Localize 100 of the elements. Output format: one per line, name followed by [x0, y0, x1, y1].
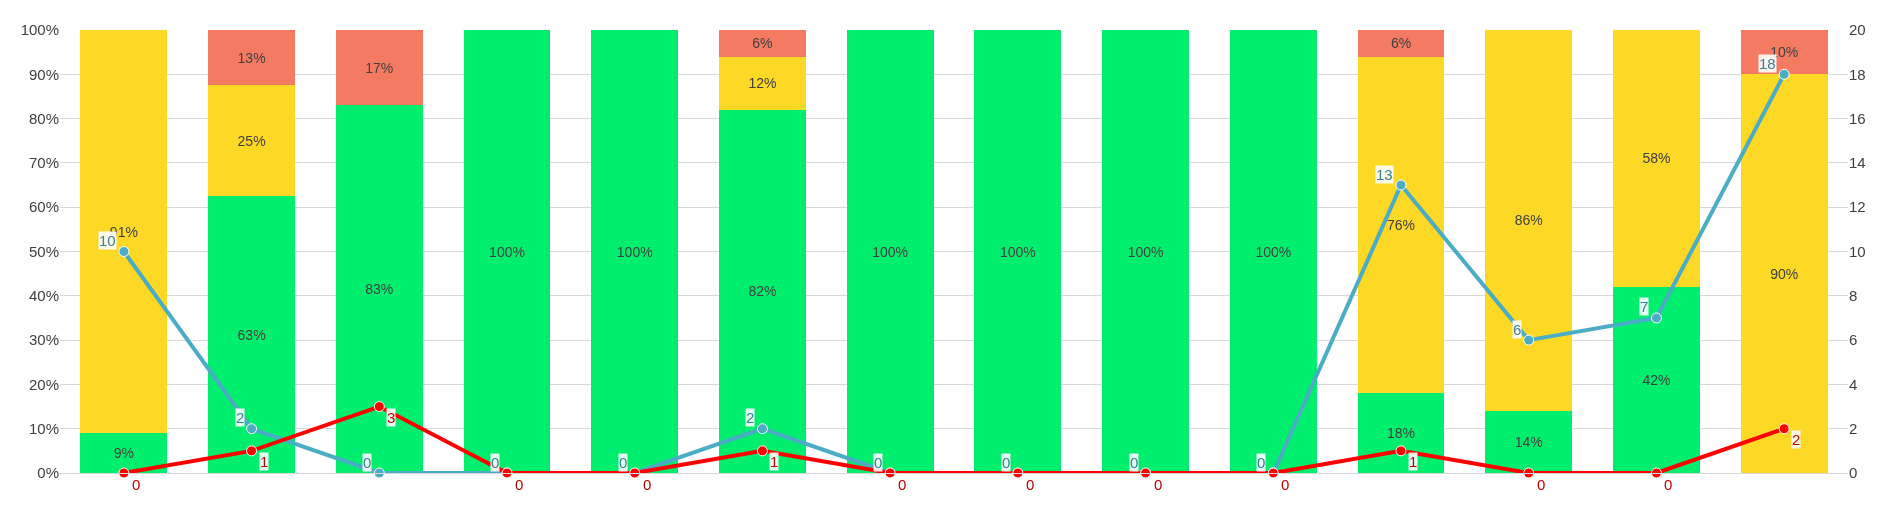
bar — [1485, 30, 1573, 411]
data-label: 7 — [1640, 298, 1649, 315]
bar — [1613, 286, 1700, 473]
data-label: 58% — [1642, 150, 1671, 167]
y2-tick-label: 2 — [1849, 419, 1858, 437]
bar — [1102, 30, 1189, 473]
y2-tick-label: 16 — [1849, 109, 1866, 127]
data-label: 0 — [874, 454, 883, 471]
data-label: 1 — [1409, 453, 1418, 470]
bar — [591, 30, 679, 473]
bar — [463, 30, 551, 473]
data-label: 0 — [1130, 454, 1139, 471]
data-label: 83% — [365, 281, 394, 298]
data-label: 6% — [1390, 35, 1412, 52]
bar — [719, 56, 806, 110]
point — [1395, 179, 1407, 191]
point — [1650, 467, 1662, 479]
bar — [335, 30, 423, 106]
data-label: 0 — [898, 476, 907, 493]
y-tick-label: 60% — [28, 198, 59, 216]
data-label: 2 — [746, 409, 755, 426]
y-tick-label: 30% — [28, 331, 59, 349]
bar — [846, 30, 934, 473]
bar — [208, 196, 295, 473]
data-label: 6 — [1513, 321, 1522, 338]
data-label: 90% — [1770, 265, 1799, 282]
y-tick-label: 50% — [28, 242, 59, 260]
y-tick-label: 70% — [28, 154, 59, 172]
data-label: 0 — [363, 454, 372, 471]
point — [1523, 467, 1535, 479]
data-label: 63% — [237, 326, 266, 343]
data-label: 42% — [1642, 371, 1671, 388]
y-tick-label: 80% — [28, 109, 59, 127]
data-label: 0 — [1026, 476, 1035, 493]
bar — [1229, 30, 1317, 473]
bar — [80, 30, 168, 434]
bar — [1613, 30, 1700, 287]
point — [1395, 445, 1407, 457]
data-label: 12% — [748, 75, 777, 92]
point — [1778, 423, 1790, 435]
bar — [719, 109, 806, 473]
data-label: 2 — [236, 409, 245, 426]
bar — [335, 105, 423, 473]
point — [246, 445, 258, 457]
data-label: 100% — [999, 243, 1036, 260]
y-tick-label: 100% — [20, 21, 59, 39]
data-label: 13 — [1376, 166, 1393, 183]
data-label: 17% — [365, 59, 394, 76]
y-tick-label: 10% — [28, 419, 59, 437]
point — [1778, 68, 1790, 80]
bar — [1740, 74, 1828, 473]
point — [1650, 312, 1662, 324]
data-label: 0 — [132, 476, 141, 493]
bar — [974, 30, 1062, 473]
y2-tick-label: 6 — [1849, 331, 1858, 349]
bar — [719, 30, 806, 57]
y2-tick-label: 20 — [1849, 21, 1866, 39]
bar — [208, 30, 295, 86]
data-label: 0 — [1002, 454, 1011, 471]
data-label: 0 — [1257, 454, 1266, 471]
point — [373, 467, 385, 479]
y-tick-label: 0% — [37, 464, 59, 482]
data-label: 100% — [872, 243, 909, 260]
bar — [208, 85, 295, 197]
bar — [1357, 30, 1445, 57]
data-label: 3 — [387, 409, 396, 426]
data-label: 76% — [1386, 216, 1416, 233]
data-label: 25% — [237, 132, 266, 149]
data-label: 82% — [748, 283, 777, 300]
data-label: 1 — [260, 453, 269, 470]
data-label: 9% — [113, 445, 134, 462]
point — [756, 423, 768, 435]
point — [1523, 334, 1535, 346]
data-label: 14% — [1514, 433, 1543, 450]
bar — [1357, 393, 1445, 473]
data-label: 0 — [491, 454, 500, 471]
bar — [1357, 56, 1445, 394]
data-label: 1 — [770, 453, 779, 470]
data-label: 100% — [1127, 243, 1164, 260]
data-label: 18 — [1759, 55, 1776, 72]
data-label: 13% — [237, 49, 266, 66]
data-label: 6% — [752, 35, 773, 52]
bar — [80, 433, 168, 473]
y2-tick-label: 18 — [1849, 65, 1866, 83]
data-label: 0 — [1154, 476, 1163, 493]
point — [756, 445, 768, 457]
y2-tick-label: 14 — [1849, 154, 1866, 172]
data-label: 2 — [1792, 431, 1801, 448]
bar — [1485, 410, 1573, 473]
point — [118, 246, 130, 257]
data-label: 0 — [643, 476, 652, 493]
data-label: 0 — [1537, 476, 1546, 493]
data-label: 0 — [619, 454, 628, 471]
data-label: 18% — [1386, 425, 1416, 442]
y-tick-label: 90% — [28, 65, 59, 83]
y2-tick-label: 12 — [1849, 198, 1866, 216]
y2-tick-label: 10 — [1849, 242, 1866, 260]
data-label: 0 — [1664, 476, 1673, 493]
point — [373, 401, 385, 413]
point — [246, 423, 258, 435]
